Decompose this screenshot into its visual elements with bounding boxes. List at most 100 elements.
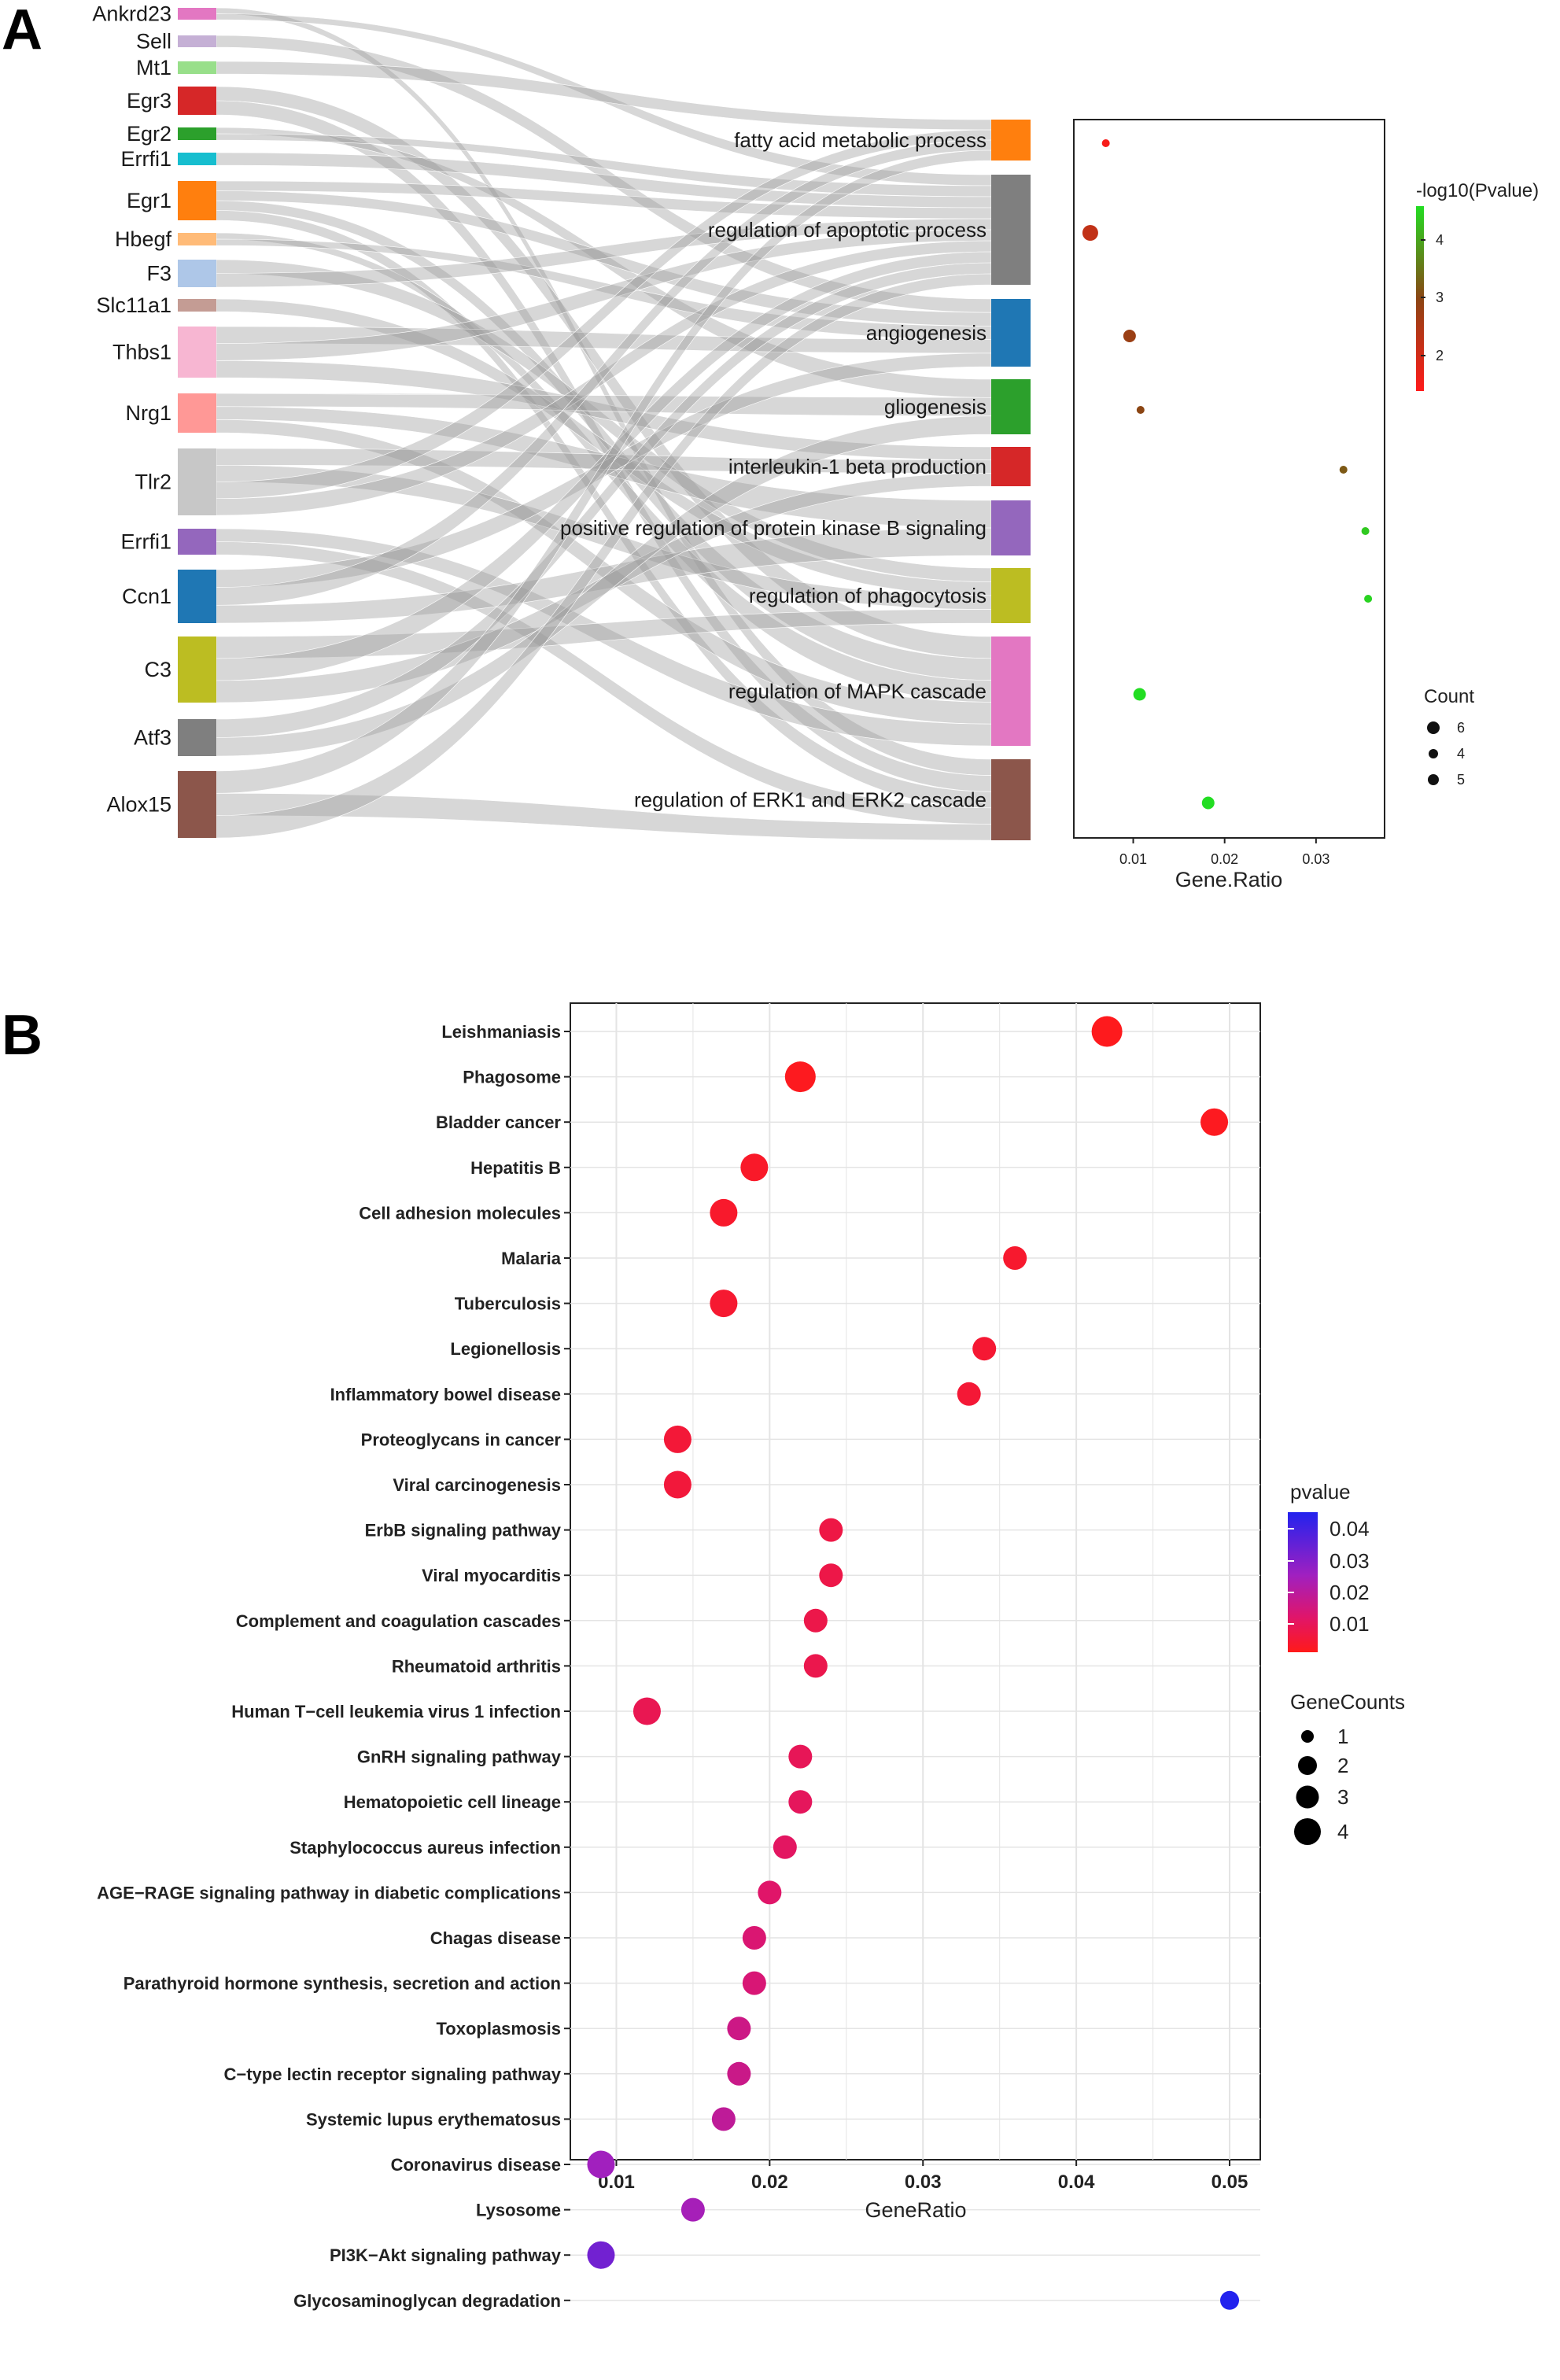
sankey-gene-node: Atf3: [134, 719, 216, 756]
go-color-legend-labels: 4 3 2: [1421, 232, 1444, 363]
kegg-point: [663, 1425, 691, 1453]
kegg-point: [632, 1697, 661, 1725]
kegg-term-label: Bladder cancer: [436, 1113, 561, 1132]
kegg-size-legend-title: GeneCounts: [1290, 1690, 1405, 1714]
gene-node-label: Ankrd23: [92, 2, 171, 26]
gene-node-bar: [178, 771, 216, 838]
kegg-size-legend: GeneCounts 1 2 3 4: [1290, 1690, 1405, 1845]
kegg-point: [788, 1790, 813, 1814]
kegg-term-label: Hepatitis B: [470, 1158, 561, 1178]
sankey-gene-node: Egr1: [127, 181, 216, 220]
kegg-color-legend-label: 0.03: [1330, 1549, 1370, 1573]
go-dot-plot-points: [1082, 139, 1373, 810]
gene-node-label: Atf3: [134, 726, 171, 750]
sankey-link: [216, 609, 992, 659]
kegg-size-legend-dot: [1296, 1785, 1319, 1809]
sankey-term-node: interleukin-1 beta production: [728, 447, 1031, 486]
term-node-label: interleukin-1 beta production: [728, 455, 987, 478]
kegg-term-label: Viral carcinogenesis: [393, 1475, 561, 1495]
gene-node-label: F3: [146, 262, 171, 286]
term-node-label: gliogenesis: [884, 395, 987, 419]
kegg-term-label: AGE−RAGE signaling pathway in diabetic c…: [97, 1883, 561, 1902]
sankey-gene-node: Tlr2: [135, 448, 216, 515]
kegg-size-legend-label: 1: [1337, 1725, 1348, 1748]
go-point: [1136, 406, 1145, 414]
kegg-x-title: GeneRatio: [865, 2198, 966, 2222]
term-node-label: regulation of ERK1 and ERK2 cascade: [634, 788, 987, 812]
kegg-term-label: Leishmaniasis: [441, 1022, 561, 1042]
kegg-x-tick-label: 0.05: [1211, 2172, 1248, 2193]
go-dot-plot-frame: [1073, 119, 1385, 839]
kegg-point: [803, 1608, 828, 1633]
sankey-term-node: gliogenesis: [884, 379, 1031, 434]
kegg-x-tick-label: 0.04: [1058, 2172, 1095, 2193]
term-node-label: regulation of phagocytosis: [749, 584, 987, 607]
term-node-label: fatty acid metabolic process: [734, 128, 987, 152]
sankey-term-node: positive regulation of protein kinase B …: [560, 500, 1031, 555]
kegg-size-legend-dot: [1301, 1730, 1314, 1743]
gene-node-bar: [178, 181, 216, 220]
sankey-gene-node: Nrg1: [125, 393, 216, 433]
term-node-bar: [991, 299, 1031, 367]
kegg-term-label: Human T−cell leukemia virus 1 infection: [231, 1702, 561, 1721]
sankey-gene-node: Ankrd23: [92, 2, 216, 26]
kegg-term-label: C−type lectin receptor signaling pathway: [224, 2065, 562, 2084]
kegg-points: [587, 1016, 1240, 2310]
go-size-legend-label: 5: [1457, 772, 1465, 788]
kegg-term-label: ErbB signaling pathway: [365, 1521, 562, 1541]
kegg-term-label: Viral myocarditis: [422, 1566, 561, 1585]
go-point: [1201, 796, 1215, 810]
go-size-legend-dot: [1428, 774, 1439, 785]
kegg-point: [727, 2017, 751, 2041]
sankey-term-node: regulation of apoptotic process: [708, 175, 1031, 285]
kegg-point: [819, 1518, 843, 1542]
kegg-point: [710, 1198, 738, 1227]
gene-node-label: Tlr2: [135, 470, 172, 494]
kegg-term-label: Glycosaminoglycan degradation: [293, 2291, 561, 2311]
gene-node-bar: [178, 327, 216, 378]
gene-node-label: Egr2: [127, 122, 171, 146]
go-dot-plot-x-ticks: 0.01 0.02 0.03: [1119, 838, 1330, 867]
gene-node-label: Alox15: [106, 793, 171, 817]
kegg-point: [819, 1563, 843, 1588]
gene-node-label: Egr3: [127, 89, 171, 113]
kegg-point: [711, 2107, 736, 2131]
kegg-term-label: GnRH signaling pathway: [357, 1747, 562, 1767]
sankey-links: [216, 7, 992, 841]
kegg-point: [773, 1835, 797, 1859]
kegg-plot-frame: [570, 1002, 1261, 2160]
kegg-color-legend-title: pvalue: [1290, 1480, 1351, 1504]
kegg-size-legend-label: 4: [1337, 1820, 1348, 1843]
kegg-size-legend-label: 3: [1337, 1785, 1348, 1809]
kegg-point: [788, 1744, 813, 1769]
kegg-term-label: Malaria: [501, 1249, 562, 1268]
go-size-legend-title: Count: [1424, 686, 1474, 707]
sankey-term-node: regulation of phagocytosis: [749, 568, 1031, 623]
kegg-term-label: PI3K−Akt signaling pathway: [330, 2245, 562, 2265]
gene-node-label: Errfi1: [120, 147, 171, 171]
kegg-term-label: Complement and coagulation cascades: [236, 1611, 561, 1631]
kegg-point: [680, 2197, 705, 2222]
kegg-color-legend-label: 0.01: [1330, 1612, 1370, 1636]
go-size-legend-dot: [1427, 721, 1440, 734]
gene-node-label: Nrg1: [125, 401, 171, 425]
kegg-term-label: Rheumatoid arthritis: [392, 1656, 561, 1676]
gene-node-label: C3: [144, 658, 171, 681]
kegg-point: [587, 2150, 615, 2179]
kegg-term-label: Toxoplasmosis: [436, 2019, 561, 2039]
term-node-bar: [991, 379, 1031, 434]
kegg-term-labels: Leishmaniasis Phagosome Bladder cancer Hepa…: [97, 1022, 570, 2311]
go-color-legend: -log10(Pvalue) 4 3 2: [1416, 180, 1539, 391]
term-node-bar: [991, 637, 1031, 746]
gene-node-bar: [178, 233, 216, 245]
go-size-legend: Count 6 4 5: [1424, 686, 1474, 788]
kegg-term-label: Legionellosis: [450, 1339, 561, 1359]
kegg-point: [803, 1654, 828, 1678]
kegg-color-legend-label: 0.04: [1330, 1517, 1370, 1541]
kegg-dot-plot: Leishmaniasis Phagosome Bladder cancer Hepa…: [97, 1002, 1405, 2311]
gene-node-bar: [178, 719, 216, 756]
kegg-term-label: Staphylococcus aureus infection: [290, 1838, 561, 1858]
kegg-term-label: Proteoglycans in cancer: [361, 1430, 562, 1449]
gene-node-label: Ccn1: [122, 585, 171, 608]
